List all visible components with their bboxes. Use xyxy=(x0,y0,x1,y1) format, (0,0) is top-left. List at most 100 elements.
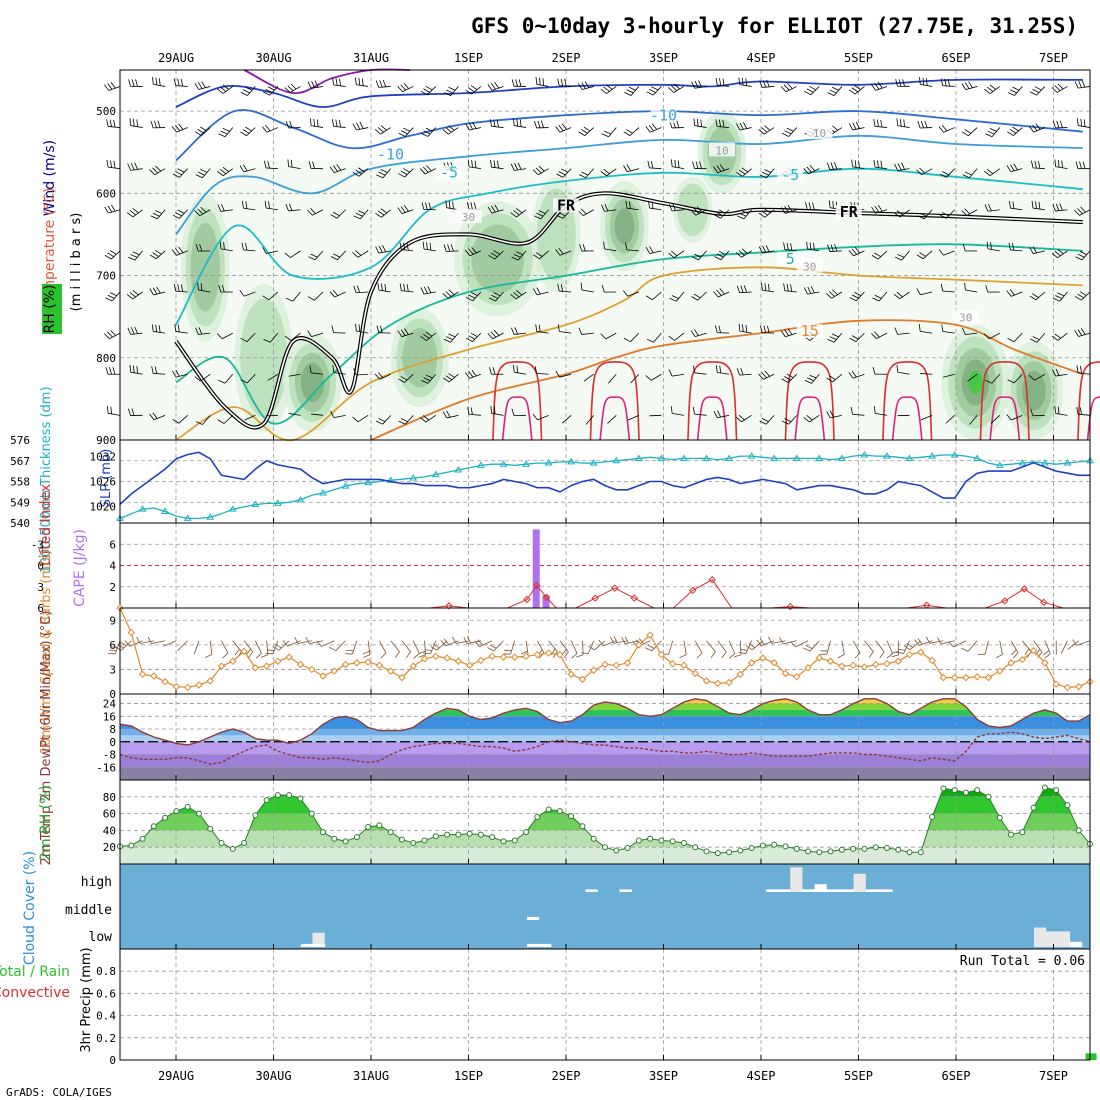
wind-speed-marker xyxy=(251,664,260,672)
y-tick-cloud-middle: middle xyxy=(65,903,112,918)
upper-wind-barb-flag xyxy=(1012,201,1015,209)
upper-wind-barb-flag xyxy=(490,83,496,90)
upper-wind-barb-flag xyxy=(649,246,654,254)
upper-wind-barb-flag xyxy=(127,327,132,335)
upper-wind-barb-flag xyxy=(264,200,267,209)
rh-marker xyxy=(1053,787,1060,794)
upper-wind-barb xyxy=(829,250,842,252)
upper-wind-barb-flag xyxy=(245,86,253,91)
upper-wind-barb-flag xyxy=(152,167,159,174)
rh-marker xyxy=(759,842,766,849)
upper-wind-barb xyxy=(130,332,143,335)
label-3hr-precip: 3hr Precip (mm) xyxy=(79,947,94,1052)
upper-wind-barb-flag xyxy=(780,330,786,337)
upper-wind-barb xyxy=(267,373,279,381)
upper-wind-barb-flag xyxy=(986,168,994,174)
y-tick-thk-549: 549 xyxy=(10,496,30,509)
upper-wind-barb-flag xyxy=(736,171,743,177)
upper-wind-barb-flag xyxy=(691,256,699,261)
upper-wind-barb xyxy=(448,373,459,383)
label-rh: RH (%) xyxy=(42,285,58,334)
wind-speed-marker xyxy=(443,654,451,662)
wind10m-barb-flag xyxy=(710,651,716,658)
upper-wind-barb xyxy=(990,415,1001,424)
upper-wind-barb-flag xyxy=(129,118,132,126)
wind10m-barb-flag xyxy=(733,654,742,658)
upper-wind-barb-flag xyxy=(330,410,335,418)
thickness-marker xyxy=(589,459,598,466)
contour-label-bg xyxy=(553,198,579,213)
wind-speed-marker xyxy=(420,655,429,663)
upper-wind-barb xyxy=(266,127,279,133)
wind10m-barb-flag xyxy=(463,637,468,644)
cloud-block-2 xyxy=(527,943,552,947)
upper-wind-barb xyxy=(336,209,346,219)
upper-wind-barb xyxy=(337,250,346,261)
upper-wind-barb-flag xyxy=(765,245,770,252)
temp-band xyxy=(120,716,1090,730)
upper-wind-barb xyxy=(694,332,707,337)
upper-wind-barb-flag xyxy=(198,327,203,335)
wind-speed-marker xyxy=(939,673,948,682)
upper-wind-barb-flag xyxy=(984,204,989,212)
wind10m-barb-flag xyxy=(995,654,1003,659)
upper-wind-barb-flag xyxy=(1052,204,1056,212)
upper-wind-barb xyxy=(1013,373,1023,384)
upper-wind-barb-flag xyxy=(358,167,365,173)
rh-marker xyxy=(703,848,710,855)
x-label-top-3SEP: 3SEP xyxy=(649,51,678,65)
thickness-marker xyxy=(928,452,936,459)
upper-wind-barb xyxy=(333,414,346,418)
upper-wind-barb-flag xyxy=(155,249,162,255)
wind10m-barb xyxy=(739,640,742,655)
rh-marker xyxy=(545,806,552,813)
rh-marker xyxy=(635,837,642,844)
wind10m-barb-flag xyxy=(621,637,626,644)
upper-wind-barb-flag xyxy=(699,161,702,169)
upper-wind-barb-flag xyxy=(404,205,409,212)
upper-wind-barb xyxy=(153,372,166,375)
isotherm-loop-25-day6 xyxy=(794,396,826,441)
upper-wind-barb xyxy=(334,168,346,174)
upper-wind-barb xyxy=(311,413,324,416)
temp-band xyxy=(120,767,1090,780)
upper-wind-barb-flag xyxy=(1013,163,1018,171)
wind10m-barb-flag xyxy=(647,644,655,649)
upper-wind-barb-flag xyxy=(942,212,949,217)
upper-wind-barb-flag xyxy=(1059,120,1063,128)
upper-wind-barb xyxy=(833,86,843,96)
rh-band xyxy=(120,813,1090,831)
upper-wind-barb xyxy=(1057,332,1068,341)
upper-wind-barb-flag xyxy=(175,171,183,176)
wind10m-barb xyxy=(760,640,775,647)
wind10m-barb xyxy=(493,640,504,652)
x-axis-dates: 29AUG29AUG30AUG30AUG31AUG31AUG1SEP1SEP2S… xyxy=(158,51,1068,1083)
x-label-top-4SEP: 4SEP xyxy=(747,51,776,65)
upper-wind-barb-flag xyxy=(284,252,291,258)
isotherm-loop-25-day3 xyxy=(501,396,533,441)
upper-wind-barb-flag xyxy=(217,419,225,424)
upper-wind-barb xyxy=(311,372,324,375)
wind10m-barb xyxy=(455,640,470,644)
wind-speed-marker xyxy=(871,660,880,669)
upper-wind-barb-flag xyxy=(111,204,116,212)
upper-wind-barb-flag xyxy=(877,204,883,212)
upper-wind-barb-flag xyxy=(558,247,564,255)
upper-wind-barb-flag xyxy=(762,245,767,253)
upper-wind-barb xyxy=(649,207,662,211)
upper-wind-barb-flag xyxy=(783,283,786,291)
upper-wind-barb xyxy=(1081,250,1091,261)
upper-wind-barb xyxy=(897,125,910,128)
thickness-marker xyxy=(341,482,350,489)
upper-wind-barb-flag xyxy=(1075,161,1079,169)
upper-wind-barb-flag xyxy=(803,287,808,295)
upper-wind-barb-flag xyxy=(222,166,230,172)
upper-wind-barb-flag xyxy=(690,209,697,216)
wind10m-barb-flag xyxy=(443,638,449,645)
upper-wind-barb-flag xyxy=(784,206,789,213)
upper-wind-barb-flag xyxy=(651,201,654,209)
upper-wind-barb xyxy=(832,373,843,383)
rh-marker xyxy=(568,813,575,820)
rh-marker xyxy=(929,813,936,820)
label-wind: Wind (m/s) xyxy=(42,140,58,216)
